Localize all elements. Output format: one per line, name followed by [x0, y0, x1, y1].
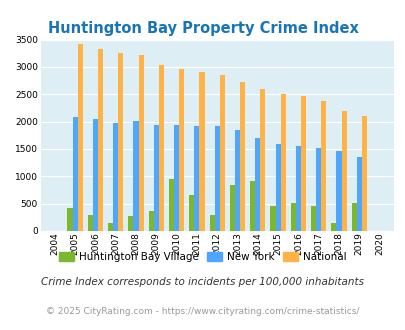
Bar: [138, 55, 143, 231]
Bar: [179, 69, 184, 231]
Bar: [189, 195, 194, 231]
Bar: [219, 75, 224, 231]
Bar: [270, 206, 275, 231]
Bar: [98, 49, 103, 231]
Bar: [67, 208, 72, 231]
Bar: [315, 148, 320, 231]
Bar: [229, 184, 234, 231]
Bar: [290, 203, 295, 231]
Bar: [77, 44, 83, 231]
Bar: [168, 179, 174, 231]
Bar: [234, 130, 239, 231]
Bar: [214, 126, 219, 231]
Bar: [295, 146, 300, 231]
Bar: [361, 115, 366, 231]
Bar: [199, 72, 204, 231]
Bar: [93, 119, 98, 231]
Bar: [194, 126, 199, 231]
Bar: [300, 96, 305, 231]
Bar: [174, 125, 179, 231]
Bar: [108, 223, 113, 231]
Bar: [351, 203, 356, 231]
Legend: Huntington Bay Village, New York, National: Huntington Bay Village, New York, Nation…: [55, 248, 350, 266]
Bar: [148, 211, 153, 231]
Bar: [128, 216, 133, 231]
Bar: [320, 101, 326, 231]
Bar: [239, 82, 245, 231]
Text: Crime Index corresponds to incidents per 100,000 inhabitants: Crime Index corresponds to incidents per…: [41, 277, 364, 287]
Bar: [341, 111, 346, 231]
Bar: [275, 144, 280, 231]
Bar: [310, 206, 315, 231]
Bar: [158, 65, 164, 231]
Bar: [280, 94, 285, 231]
Bar: [133, 121, 138, 231]
Bar: [260, 89, 265, 231]
Bar: [153, 125, 158, 231]
Bar: [356, 157, 361, 231]
Bar: [118, 53, 123, 231]
Bar: [249, 181, 255, 231]
Bar: [113, 123, 118, 231]
Text: © 2025 CityRating.com - https://www.cityrating.com/crime-statistics/: © 2025 CityRating.com - https://www.city…: [46, 307, 359, 316]
Bar: [87, 214, 93, 231]
Bar: [330, 223, 336, 231]
Bar: [209, 215, 214, 231]
Bar: [255, 138, 260, 231]
Text: Huntington Bay Property Crime Index: Huntington Bay Property Crime Index: [47, 21, 358, 36]
Bar: [336, 151, 341, 231]
Bar: [72, 117, 77, 231]
